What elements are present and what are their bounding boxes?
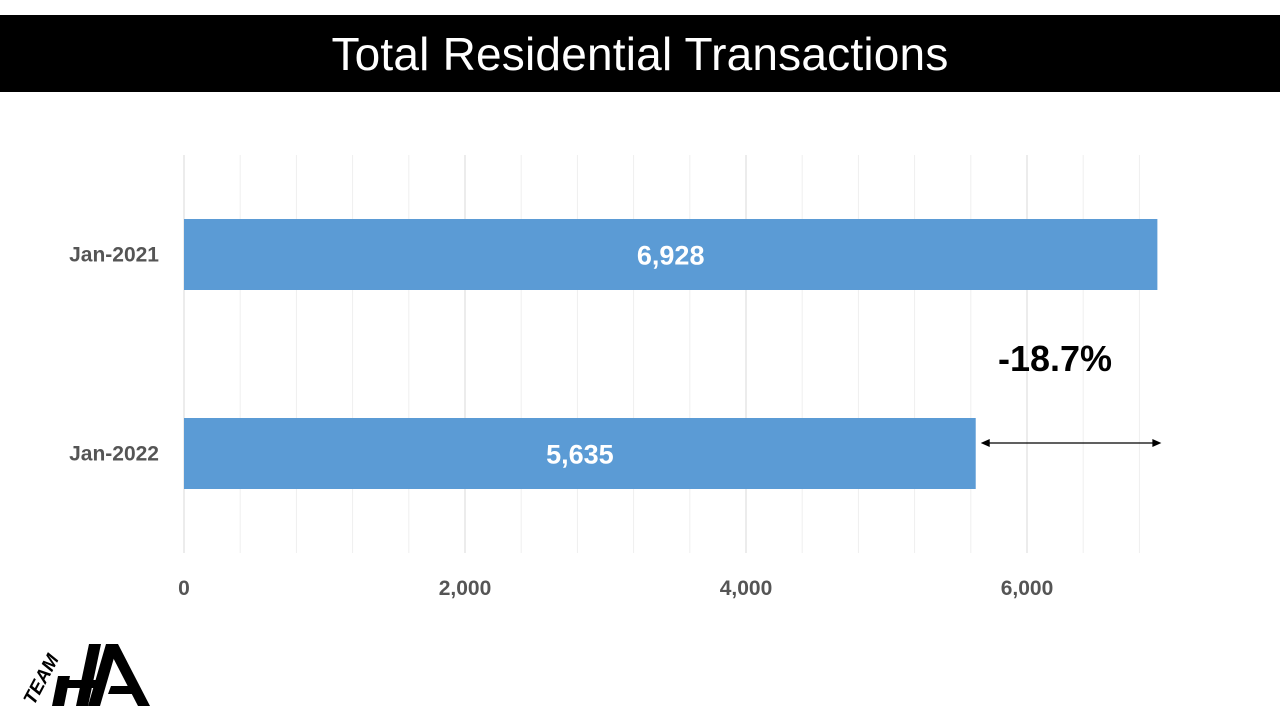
team-ha-logo: TEAM	[20, 644, 150, 708]
chart-title: Total Residential Transactions	[331, 27, 949, 80]
x-tick-label: 0	[178, 577, 190, 600]
change-annotation: -18.7%	[998, 338, 1112, 379]
title-bar: Total Residential Transactions	[0, 15, 1280, 92]
bar	[184, 219, 1158, 290]
x-tick-label: 6,000	[1001, 577, 1054, 600]
category-label: Jan-2021	[69, 244, 159, 267]
x-tick-label: 2,000	[439, 577, 492, 600]
category-label: Jan-2022	[69, 443, 159, 466]
bar-value-label: 6,928	[637, 241, 705, 271]
x-tick-label: 4,000	[720, 577, 773, 600]
bar	[184, 418, 976, 489]
arrow-head-right	[1152, 439, 1162, 447]
bar-value-label: 5,635	[546, 440, 614, 470]
arrow-head-left	[980, 439, 990, 447]
